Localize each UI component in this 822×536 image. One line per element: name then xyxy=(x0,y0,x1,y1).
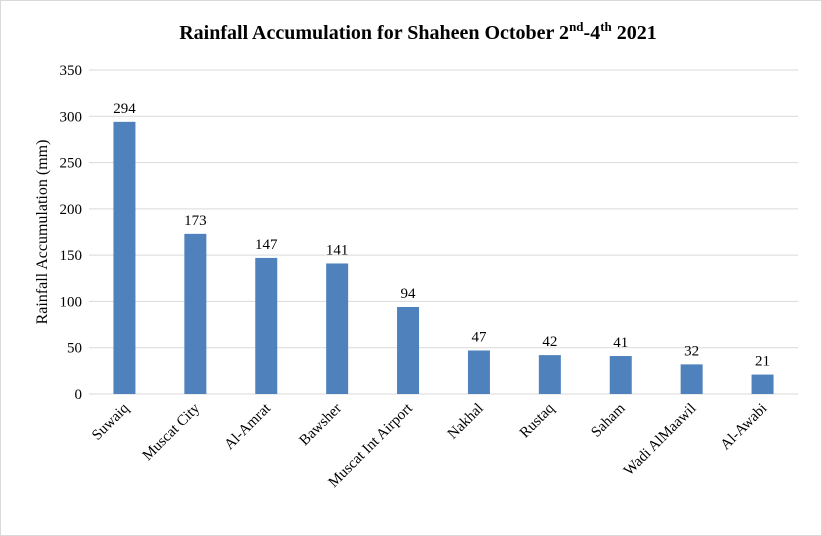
category-label: Nakhal xyxy=(445,401,487,443)
data-label: 47 xyxy=(471,329,487,345)
bar-muscat-int-airport xyxy=(397,306,420,394)
category-label: Suwaiq xyxy=(89,400,132,443)
data-labels: 294 173 147 141 94 47 42 41 32 21 xyxy=(113,101,770,370)
y-axis-ticks: 0 50 100 150 200 250 300 350 xyxy=(60,63,83,403)
y-tick-label: 150 xyxy=(60,248,83,264)
chart-title: Rainfall Accumulation for Shaheen Octobe… xyxy=(179,19,657,44)
data-label: 41 xyxy=(613,335,628,351)
y-axis-title: Rainfall Accumulation (mm) xyxy=(34,140,51,325)
y-tick-label: 0 xyxy=(75,387,83,403)
bars xyxy=(113,121,774,394)
category-label: Saham xyxy=(588,400,628,440)
y-tick-label: 250 xyxy=(60,156,83,172)
category-label: Al-Amrat xyxy=(222,400,275,453)
y-tick-label: 200 xyxy=(60,202,83,218)
bar-bawsher xyxy=(326,263,349,394)
category-label: Wadi AlMaawil xyxy=(621,401,700,480)
bar-saham xyxy=(609,356,632,394)
bar-al-awabi xyxy=(751,374,774,394)
category-label: Al-Awabi xyxy=(718,401,771,454)
data-label: 21 xyxy=(755,354,770,370)
bar-muscat-city xyxy=(184,233,207,394)
y-tick-label: 100 xyxy=(60,294,83,310)
y-tick-label: 300 xyxy=(60,109,83,125)
category-label: Bawsher xyxy=(297,401,345,449)
data-label: 147 xyxy=(255,237,278,253)
bar-nakhal xyxy=(467,350,490,394)
category-label: Muscat City xyxy=(140,400,204,464)
data-label: 32 xyxy=(684,343,699,359)
bar-wadi-almaawil xyxy=(680,364,703,394)
data-label: 294 xyxy=(113,101,136,117)
gridlines xyxy=(89,69,798,395)
bar-al-amrat xyxy=(255,257,278,394)
bar-rustaq xyxy=(538,355,561,394)
y-tick-label: 350 xyxy=(60,63,83,79)
bar-suwaiq xyxy=(113,121,136,394)
data-label: 173 xyxy=(184,213,207,229)
y-tick-label: 50 xyxy=(67,341,82,357)
data-label: 42 xyxy=(542,334,557,350)
category-label: Rustaq xyxy=(517,400,558,441)
data-label: 94 xyxy=(401,286,417,302)
data-label: 141 xyxy=(326,242,349,258)
